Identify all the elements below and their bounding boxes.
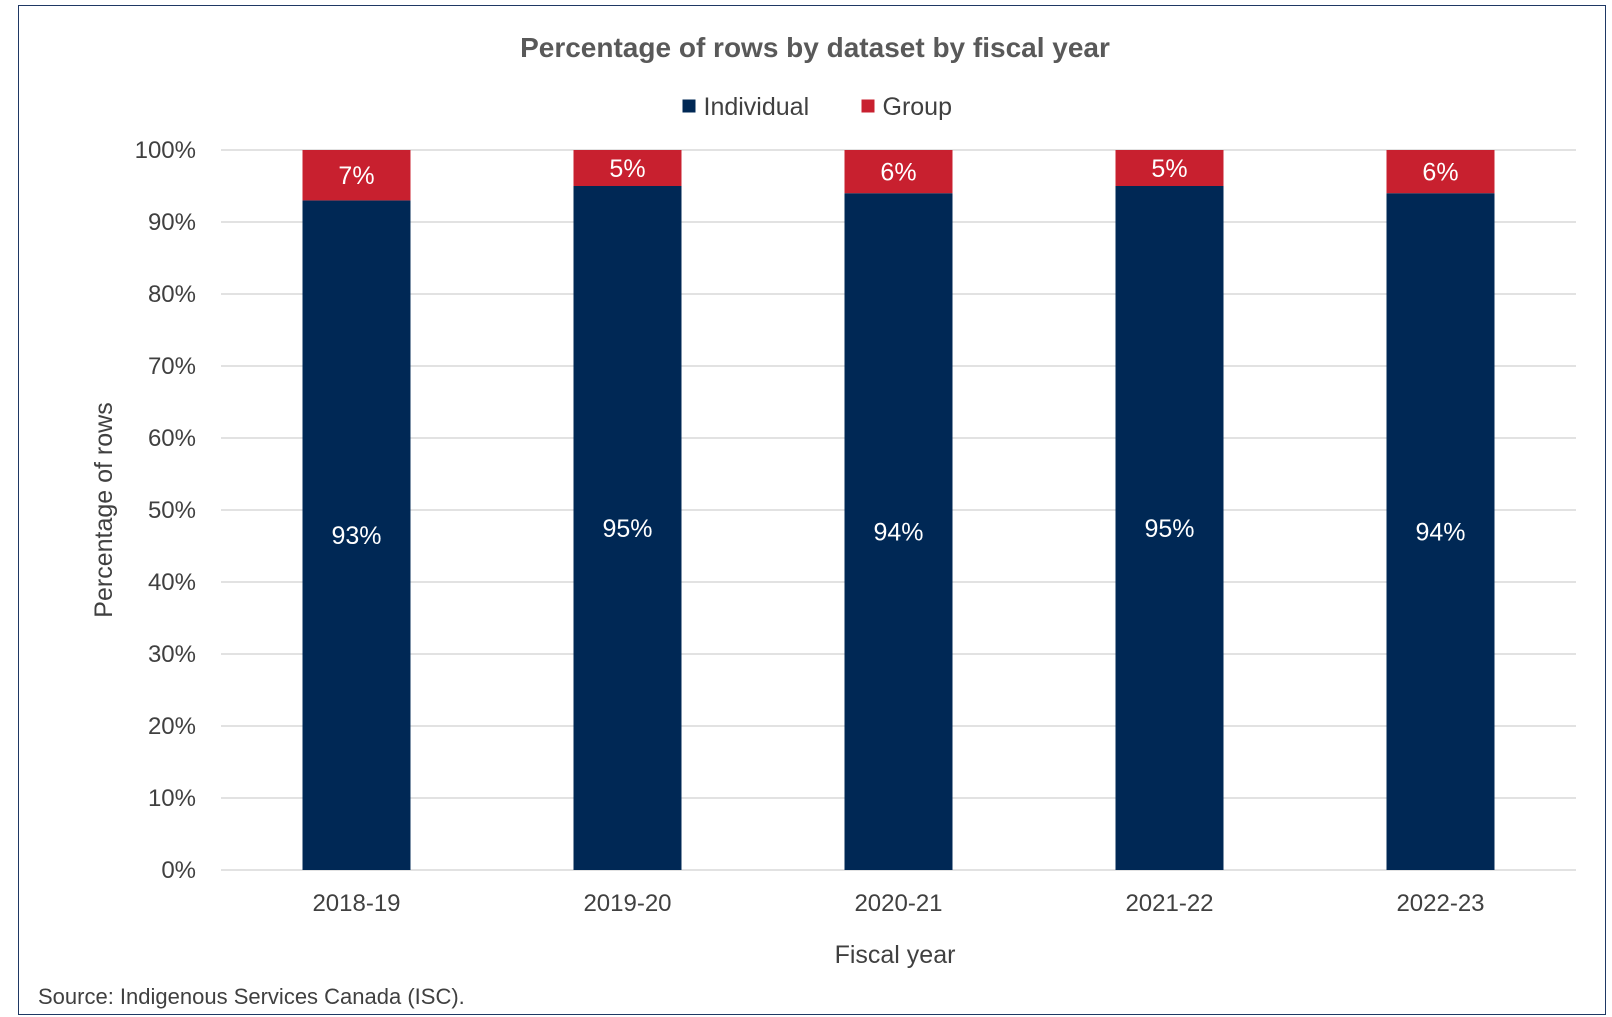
bar-individual-2022-23	[1386, 193, 1495, 870]
legend: Individual Group	[682, 93, 952, 121]
y-axis-ticks: 0% 10% 20% 30% 40% 50% 60% 70% 80% 90% 100%	[135, 137, 196, 884]
y-tick-label: 80%	[148, 281, 196, 308]
bar-individual-2021-22	[1115, 186, 1224, 870]
legend-swatch-individual	[682, 99, 696, 113]
source-note: Source: Indigenous Services Canada (ISC)…	[38, 984, 465, 1009]
bar-group-2022-23	[1386, 150, 1495, 194]
data-label-individual: 94%	[873, 519, 923, 547]
x-tick-label: 2022-23	[1396, 890, 1484, 917]
x-tick-label: 2019-20	[583, 890, 671, 917]
bar-individual-2018-19	[302, 200, 411, 870]
y-tick-label: 0%	[161, 857, 196, 884]
data-label-group: 5%	[1151, 155, 1187, 183]
data-label-individual: 95%	[1144, 515, 1194, 543]
y-tick-label: 20%	[148, 713, 196, 740]
legend-label-group: Group	[883, 93, 952, 121]
data-label-group: 6%	[880, 159, 916, 187]
bar-group-2020-21	[844, 150, 953, 194]
bar-group-2019-20	[573, 150, 682, 186]
data-label-group: 7%	[338, 162, 374, 190]
x-tick-label: 2018-19	[312, 890, 400, 917]
x-axis-label: Fiscal year	[835, 941, 956, 969]
data-label-individual: 95%	[602, 515, 652, 543]
y-tick-label: 60%	[148, 425, 196, 452]
bar-individual-2019-20	[573, 186, 682, 870]
chart-title: Percentage of rows by dataset by fiscal …	[520, 32, 1110, 63]
y-axis-label: Percentage of rows	[90, 402, 118, 617]
x-tick-label: 2021-22	[1125, 890, 1213, 917]
y-tick-label: 90%	[148, 209, 196, 236]
bar-individual-2020-21	[844, 193, 953, 870]
y-tick-label: 30%	[148, 641, 196, 668]
x-axis-ticks: 2018-19 2019-20 2020-21 2021-22 2022-23	[312, 890, 1484, 917]
legend-label-individual: Individual	[704, 93, 810, 121]
bars: 93% 7% 95% 5% 94% 6% 95% 5% 94% 6%	[302, 150, 1495, 870]
data-label-individual: 94%	[1415, 519, 1465, 547]
bar-group-2021-22	[1115, 150, 1224, 186]
x-tick-label: 2020-21	[854, 890, 942, 917]
data-label-individual: 93%	[331, 522, 381, 550]
y-tick-label: 40%	[148, 569, 196, 596]
y-tick-label: 70%	[148, 353, 196, 380]
y-tick-label: 50%	[148, 497, 196, 524]
data-label-group: 6%	[1422, 159, 1458, 187]
bar-group-2018-19	[302, 150, 411, 201]
y-tick-label: 10%	[148, 785, 196, 812]
data-label-group: 5%	[609, 155, 645, 183]
y-tick-label: 100%	[135, 137, 196, 164]
legend-swatch-group	[861, 99, 875, 113]
